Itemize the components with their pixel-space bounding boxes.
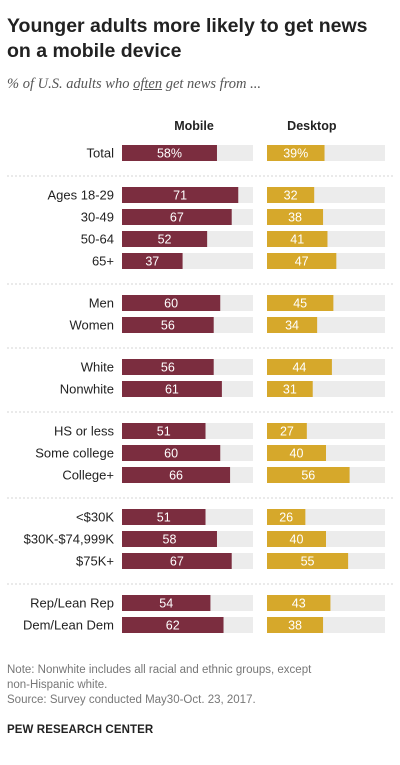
mobile-value-label: 51 <box>157 425 171 439</box>
source-line: Source: Survey conducted May30-Oct. 23, … <box>7 694 256 706</box>
legend-mobile: Mobile <box>174 119 214 133</box>
mobile-value-label: 60 <box>164 297 178 311</box>
brand-label: PEW RESEARCH CENTER <box>7 724 154 736</box>
desktop-value-label: 40 <box>290 533 304 547</box>
desktop-value-label: 47 <box>295 255 309 269</box>
mobile-value-label: 66 <box>169 469 183 483</box>
desktop-value-label: 39% <box>283 147 308 161</box>
chart-title: Younger adults more likely to get news o… <box>7 15 368 62</box>
desktop-value-label: 31 <box>283 383 297 397</box>
desktop-value-label: 41 <box>290 233 304 247</box>
desktop-value-label: 26 <box>279 511 293 525</box>
mobile-value-label: 58 <box>163 533 177 547</box>
desktop-value-label: 43 <box>292 597 306 611</box>
mobile-value-label: 52 <box>158 233 172 247</box>
category-label: HS or less <box>54 424 114 439</box>
legend-desktop: Desktop <box>287 119 337 133</box>
mobile-value-label: 67 <box>170 211 184 225</box>
desktop-value-label: 44 <box>292 361 306 375</box>
chart-subtitle: % of U.S. adults who often get news from… <box>7 76 393 93</box>
mobile-bar <box>122 423 206 439</box>
category-label: <$30K <box>76 510 114 525</box>
desktop-value-label: 32 <box>284 189 298 203</box>
mobile-bar <box>122 253 183 269</box>
desktop-bar <box>267 145 325 161</box>
desktop-value-label: 27 <box>280 425 294 439</box>
desktop-value-label: 40 <box>290 447 304 461</box>
desktop-value-label: 45 <box>293 297 307 311</box>
category-label: 65+ <box>92 254 114 269</box>
mobile-value-label: 56 <box>161 319 175 333</box>
mobile-bar <box>122 187 239 203</box>
mobile-bar <box>122 145 217 161</box>
desktop-value-label: 55 <box>301 555 315 569</box>
mobile-bar <box>122 359 214 375</box>
category-label: Dem/Lean Dem <box>23 618 114 633</box>
desktop-bar <box>267 187 315 203</box>
desktop-value-label: 34 <box>285 319 299 333</box>
category-label: College+ <box>62 468 114 483</box>
mobile-bar <box>122 617 224 633</box>
mobile-value-label: 54 <box>159 597 173 611</box>
mobile-bar <box>122 209 232 225</box>
category-label: 30-49 <box>81 210 114 225</box>
note-line: Note: Nonwhite includes all racial and e… <box>7 664 312 676</box>
subtitle-emphasis: often <box>133 76 163 92</box>
desktop-bar <box>267 509 306 525</box>
category-label: Ages 18-29 <box>48 188 115 203</box>
category-label: 50-64 <box>81 232 114 247</box>
category-label: Some college <box>35 446 114 461</box>
desktop-bar <box>267 531 326 547</box>
desktop-bar <box>267 359 332 375</box>
desktop-bar <box>267 595 331 611</box>
desktop-value-label: 56 <box>301 469 315 483</box>
category-label: Women <box>69 318 114 333</box>
desktop-bar <box>267 617 324 633</box>
mobile-bar <box>122 509 206 525</box>
desktop-bar <box>267 231 328 247</box>
desktop-bar <box>267 381 313 397</box>
desktop-bar <box>267 209 324 225</box>
subtitle-suffix: get news from ... <box>162 76 262 92</box>
category-label: Men <box>89 296 114 311</box>
desktop-bar <box>267 467 350 483</box>
category-label: Total <box>87 146 115 161</box>
bar-chart: Mobile Desktop Total 58% 39% Ages 18-29 71 32 30… <box>7 119 393 633</box>
mobile-bar <box>122 381 222 397</box>
note-line: non-Hispanic white. <box>7 679 108 691</box>
desktop-bar <box>267 317 318 333</box>
mobile-value-label: 56 <box>161 361 175 375</box>
chart-note: Note: Nonwhite includes all racial and e… <box>7 663 393 708</box>
mobile-bar <box>122 231 208 247</box>
mobile-value-label: 58% <box>157 147 182 161</box>
mobile-value-label: 61 <box>165 383 179 397</box>
mobile-bar <box>122 317 214 333</box>
category-label: $75K+ <box>76 554 114 569</box>
mobile-value-label: 51 <box>157 511 171 525</box>
mobile-bar <box>122 531 217 547</box>
desktop-bar <box>267 423 307 439</box>
category-label: Rep/Lean Rep <box>30 596 114 611</box>
mobile-value-label: 60 <box>164 447 178 461</box>
desktop-bar <box>267 445 326 461</box>
mobile-bar <box>122 295 221 311</box>
category-label: White <box>81 360 114 375</box>
category-label: Nonwhite <box>60 382 114 397</box>
desktop-bar <box>267 553 349 569</box>
mobile-value-label: 62 <box>166 619 180 633</box>
subtitle-text: % of U.S. adults who <box>7 76 134 92</box>
mobile-bar <box>122 445 221 461</box>
desktop-bar <box>267 295 334 311</box>
mobile-bar <box>122 467 231 483</box>
desktop-value-label: 38 <box>288 619 302 633</box>
mobile-bar <box>122 553 232 569</box>
mobile-bar <box>122 595 211 611</box>
mobile-value-label: 67 <box>170 555 184 569</box>
desktop-value-label: 38 <box>288 211 302 225</box>
mobile-value-label: 71 <box>173 189 187 203</box>
category-label: $30K-$74,999K <box>24 532 115 547</box>
mobile-value-label: 37 <box>145 255 159 269</box>
desktop-bar <box>267 253 337 269</box>
